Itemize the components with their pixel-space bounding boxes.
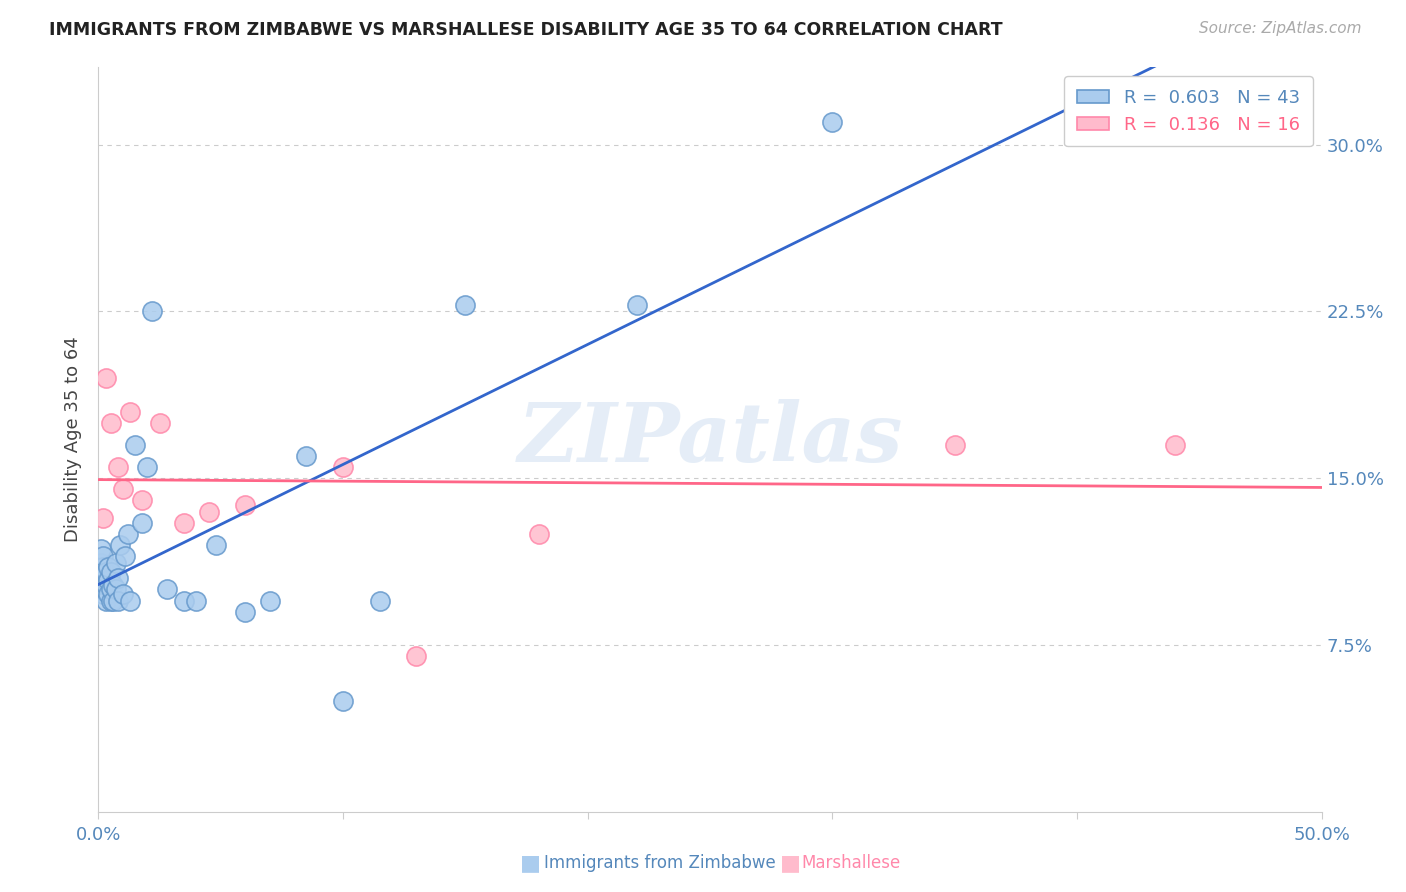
Point — [107, 460, 129, 475]
Point — [131, 516, 153, 530]
Text: IMMIGRANTS FROM ZIMBABWE VS MARSHALLESE DISABILITY AGE 35 TO 64 CORRELATION CHAR: IMMIGRANTS FROM ZIMBABWE VS MARSHALLESE … — [49, 21, 1002, 38]
Point — [104, 556, 127, 570]
Point — [107, 571, 129, 585]
Point — [120, 593, 142, 607]
Y-axis label: Disability Age 35 to 64: Disability Age 35 to 64 — [65, 336, 83, 542]
Point — [332, 693, 354, 707]
Point — [117, 526, 139, 541]
Point — [97, 560, 120, 574]
Point — [173, 593, 195, 607]
Point — [197, 505, 219, 519]
Point — [100, 565, 122, 579]
Point — [111, 587, 134, 601]
Text: Marshallese: Marshallese — [801, 855, 901, 872]
Point — [91, 511, 114, 525]
Point — [149, 416, 172, 430]
Point — [332, 460, 354, 475]
Point — [104, 582, 127, 597]
Point — [94, 578, 117, 592]
Point — [368, 593, 391, 607]
Point — [114, 549, 136, 563]
Point — [91, 571, 114, 585]
Point — [131, 493, 153, 508]
Point — [100, 582, 122, 597]
Point — [110, 538, 132, 552]
Point — [233, 498, 256, 512]
Point — [205, 538, 228, 552]
Text: ZIPatlas: ZIPatlas — [517, 400, 903, 479]
Point — [90, 565, 112, 579]
Point — [90, 542, 112, 557]
Point — [186, 593, 208, 607]
Text: Immigrants from Zimbabwe: Immigrants from Zimbabwe — [544, 855, 776, 872]
Text: ■: ■ — [780, 854, 801, 873]
Point — [101, 593, 124, 607]
Point — [1164, 438, 1187, 452]
Point — [94, 565, 117, 579]
Text: ■: ■ — [520, 854, 541, 873]
Point — [100, 593, 122, 607]
Point — [626, 298, 648, 312]
Point — [454, 298, 477, 312]
Point — [91, 587, 114, 601]
Point — [97, 587, 120, 601]
Point — [107, 593, 129, 607]
Point — [100, 416, 122, 430]
Point — [156, 582, 179, 597]
Point — [259, 593, 281, 607]
Point — [136, 460, 159, 475]
Point — [821, 115, 844, 129]
Point — [91, 560, 114, 574]
Text: Source: ZipAtlas.com: Source: ZipAtlas.com — [1198, 21, 1361, 36]
Point — [91, 549, 114, 563]
Point — [295, 449, 318, 463]
Point — [124, 438, 146, 452]
Point — [141, 304, 163, 318]
Point — [233, 605, 256, 619]
Point — [111, 483, 134, 497]
Point — [101, 578, 124, 592]
Legend: R =  0.603   N = 43, R =  0.136   N = 16: R = 0.603 N = 43, R = 0.136 N = 16 — [1064, 76, 1313, 146]
Point — [527, 526, 550, 541]
Point — [94, 593, 117, 607]
Point — [405, 649, 427, 664]
Point — [120, 404, 142, 418]
Point — [97, 574, 120, 588]
Point — [94, 371, 117, 385]
Point — [90, 556, 112, 570]
Point — [943, 438, 966, 452]
Point — [173, 516, 195, 530]
